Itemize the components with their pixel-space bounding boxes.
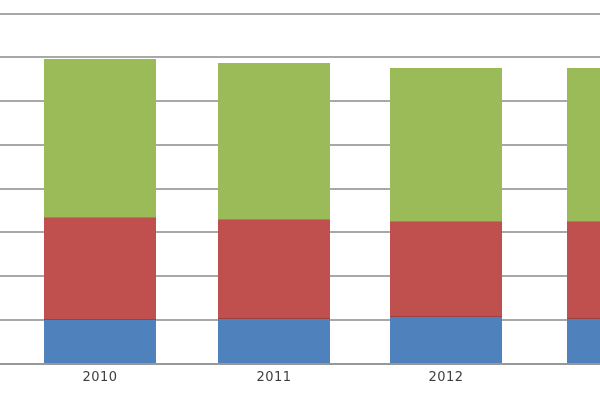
- bar-segment-green-top-series: [567, 68, 600, 223]
- bar-segment-blue-bottom-series: [567, 319, 600, 364]
- bar-segment-red-middle-series: [567, 222, 600, 320]
- bar-segment-red-middle-series: [44, 217, 156, 320]
- bar-segment-red-middle-series: [218, 220, 330, 320]
- bar-2010: [44, 59, 156, 364]
- gridline: [0, 56, 600, 59]
- bar-segment-blue-bottom-series: [44, 319, 156, 364]
- bar-segment-blue-bottom-series: [390, 316, 502, 364]
- bar-segment-blue-bottom-series: [218, 319, 330, 364]
- x-axis-line: [0, 362, 600, 365]
- bar-segment-red-middle-series: [390, 221, 502, 317]
- x-axis-label-2012: 2012: [428, 370, 464, 385]
- bar-segment-green-top-series: [390, 67, 502, 222]
- bar-segment-green-top-series: [44, 59, 156, 218]
- bar-2012: [390, 67, 502, 364]
- x-axis-label-2011: 2011: [256, 370, 292, 385]
- bar-cropped: [567, 68, 600, 364]
- gridline: [0, 12, 600, 15]
- x-axis-label-2010: 2010: [82, 370, 118, 385]
- bar-2011: [218, 63, 330, 364]
- bar-segment-green-top-series: [218, 63, 330, 221]
